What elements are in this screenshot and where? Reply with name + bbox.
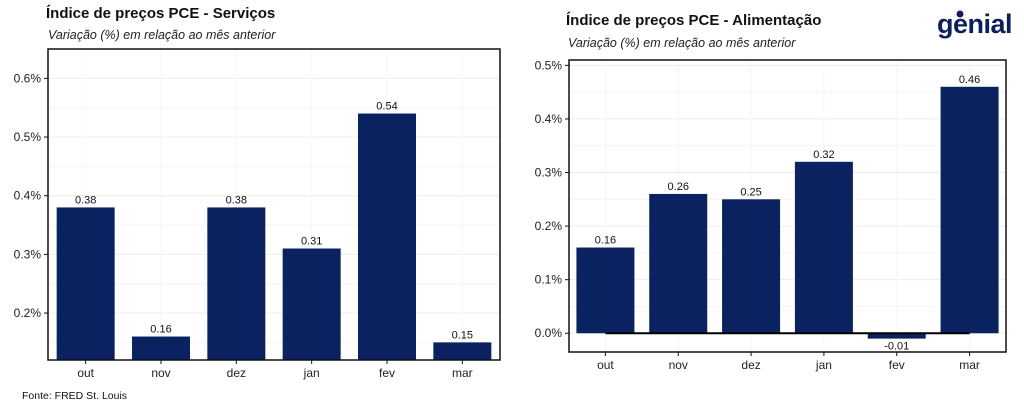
- bar-nov: [132, 336, 190, 360]
- x-tick-label-fev: fev: [379, 366, 395, 380]
- bar-out: [576, 247, 635, 334]
- bar-jan: [282, 248, 341, 360]
- data-label-fev: 0.54: [376, 101, 397, 113]
- chart-subtitle: Variação (%) em relação ao mês anterior: [48, 28, 276, 42]
- data-label-jan: 0.31: [301, 236, 322, 248]
- y-tick-label: 0.1%: [535, 273, 563, 287]
- y-tick-label: 0.5%: [14, 130, 42, 144]
- data-label-fev: -0.01: [884, 341, 909, 353]
- data-label-out: 0.38: [75, 194, 96, 206]
- logo-dot-icon: [956, 10, 964, 18]
- bar-fev: [867, 333, 926, 339]
- chart-panel-alimentacao: Índice de preços PCE - Alimentação Varia…: [512, 0, 1024, 410]
- bar-out: [56, 207, 115, 360]
- x-tick-label-out: out: [597, 358, 614, 372]
- bar-dez: [722, 199, 781, 334]
- logo-text: genial: [937, 9, 1012, 39]
- plot-frame: [568, 59, 1007, 353]
- bar-nov: [649, 193, 708, 334]
- data-label-dez: 0.25: [740, 186, 761, 198]
- y-tick-label: 0.2%: [14, 306, 42, 320]
- data-label-nov: 0.26: [668, 181, 689, 193]
- bar-chart-alimentacao: 0.16 0.26 0.25 0.32 -0.01 0.46 0.0% 0.1% 0.2% 0.3…: [535, 58, 1007, 372]
- x-tick-label-nov: nov: [669, 358, 688, 372]
- y-tick-label: 0.3%: [535, 166, 563, 180]
- y-tick-label: 0.3%: [14, 247, 42, 261]
- bar-mar: [433, 342, 492, 360]
- x-tick-label-dez: dez: [227, 366, 246, 380]
- y-tick-label: 0.5%: [535, 58, 563, 72]
- x-tick-label-mar: mar: [452, 366, 473, 380]
- x-tick-label-fev: fev: [889, 358, 905, 372]
- y-tick-label: 0.4%: [14, 189, 42, 203]
- chart-title: Índice de preços PCE - Serviços: [46, 5, 276, 22]
- genial-logo: genial: [937, 9, 1013, 39]
- chart-title: Índice de preços PCE - Alimentação: [566, 12, 822, 29]
- x-tick-label-nov: nov: [151, 366, 170, 380]
- data-label-out: 0.16: [595, 235, 616, 247]
- bar-fev: [358, 113, 416, 360]
- y-tick-label: 0.4%: [535, 112, 563, 126]
- y-tick-label: 0.6%: [14, 71, 42, 85]
- plot-frame: [47, 48, 501, 361]
- bar-chart-servicos: 0.38 0.16 0.38 0.31 0.54 0.15 0.2% 0.3% 0.4% 0.5%…: [14, 48, 501, 380]
- bar-jan: [794, 161, 853, 334]
- bar-mar: [940, 86, 999, 334]
- data-label-dez: 0.38: [226, 194, 247, 206]
- data-label-mar: 0.46: [959, 74, 980, 86]
- chart-subtitle: Variação (%) em relação ao mês anterior: [568, 36, 796, 50]
- data-label-jan: 0.32: [813, 149, 834, 161]
- bar-dez: [207, 207, 266, 360]
- y-tick-label: 0.0%: [535, 326, 563, 340]
- source-note: Fonte: FRED St. Louis: [22, 390, 128, 402]
- x-tick-label-jan: jan: [815, 358, 832, 372]
- x-tick-label-out: out: [77, 366, 94, 380]
- chart-panel-servicos: Índice de preços PCE - Serviços Variação…: [14, 5, 501, 402]
- x-tick-label-jan: jan: [303, 366, 320, 380]
- data-label-nov: 0.16: [150, 324, 171, 336]
- x-tick-label-mar: mar: [959, 358, 980, 372]
- x-tick-label-dez: dez: [741, 358, 760, 372]
- y-tick-label: 0.2%: [535, 219, 563, 233]
- data-label-mar: 0.15: [452, 329, 473, 341]
